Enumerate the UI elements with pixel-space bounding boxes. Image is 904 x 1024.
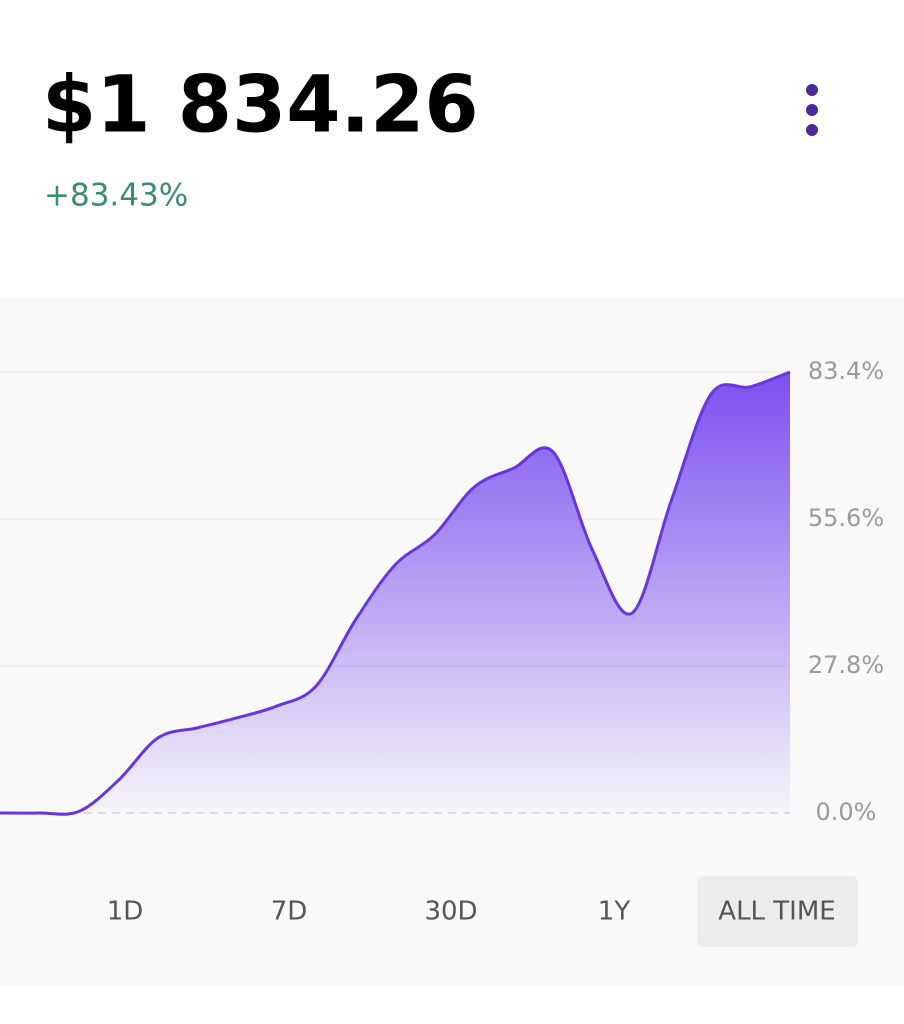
menu-dot [806, 124, 818, 136]
y-tick-label: 0.0% [816, 798, 877, 826]
area-fill [0, 372, 790, 815]
menu-button[interactable] [806, 84, 818, 136]
price: $1 834.26 [42, 60, 479, 150]
chart: 0.0% 27.8% 55.6% 83.4% [0, 357, 884, 826]
range-selector: 1D 7D 30D 1Y ALL TIME [107, 897, 836, 927]
range-button[interactable]: ALL TIME [718, 897, 835, 927]
change: +83.43% [44, 178, 188, 214]
menu-dot [806, 104, 818, 116]
y-tick-label: 83.4% [808, 357, 884, 385]
y-tick-label: 55.6% [808, 504, 884, 532]
line [0, 370, 791, 816]
range-button[interactable]: 1Y [598, 897, 631, 927]
y-tick-label: 27.8% [808, 651, 884, 679]
range-button[interactable]: 1D [107, 897, 144, 927]
range-button[interactable]: 7D [271, 897, 308, 927]
menu-dot [806, 84, 818, 96]
range-button[interactable]: 30D [424, 897, 477, 927]
selected-range-bg [697, 876, 858, 947]
